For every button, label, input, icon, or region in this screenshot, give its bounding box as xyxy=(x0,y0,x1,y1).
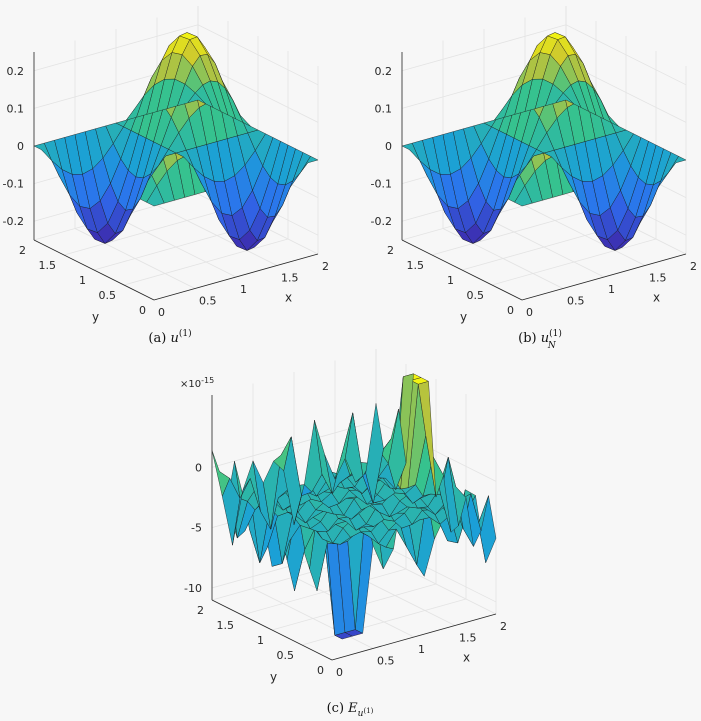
caption: (c) Eu(1) xyxy=(327,701,374,719)
y-axis-label: y xyxy=(270,670,277,684)
chart-panel-1: 0 0.5 1 1.5 2 0 0.5 1 1.5 2 0.2 0.1 0 -0.1 -0.2 x y (b) u… xyxy=(371,6,697,351)
z-tick-label: 0.2 xyxy=(375,65,393,78)
y-tick-label: 0.5 xyxy=(277,649,295,662)
z-tick-label: -0.1 xyxy=(3,178,24,191)
z-tick-label: -0.1 xyxy=(371,178,392,191)
axes-lines xyxy=(211,395,497,661)
y-tick-label: 0 xyxy=(139,304,146,317)
x-tick-label: 0.5 xyxy=(377,655,395,668)
y-tick-label: 0 xyxy=(317,664,324,677)
y-tick-label: 0.5 xyxy=(467,289,485,302)
y-tick-label: 2 xyxy=(387,244,394,257)
x-tick-label: 1 xyxy=(240,283,247,296)
z-exponent-label: ×10-15 xyxy=(180,376,214,390)
x-tick-label: 2 xyxy=(500,620,507,633)
y-tick-label: 1 xyxy=(447,274,454,287)
z-tick-label: -0.2 xyxy=(371,215,392,228)
x-tick-label: 1 xyxy=(418,643,425,656)
z-tick-label: 0 xyxy=(17,140,24,153)
x-tick-label: 2 xyxy=(322,260,329,273)
caption: (b) u(1) N xyxy=(518,328,562,351)
caption: (a) u(1) xyxy=(148,328,191,346)
x-tick-label: 0 xyxy=(526,306,533,319)
tick-labels: 0 0.5 1 1.5 2 0 0.5 1 1.5 2 0.2 0.1 0 -0.1 -0.2 xyxy=(3,65,329,319)
z-tick-label: 0 xyxy=(385,140,392,153)
z-tick-label: -0.2 xyxy=(3,215,24,228)
x-tick-label: 0.5 xyxy=(199,295,217,308)
x-axis-label: x xyxy=(653,291,660,305)
y-tick-label: 0 xyxy=(507,304,514,317)
z-tick-label: 0 xyxy=(195,461,202,474)
x-tick-label: 1.5 xyxy=(649,272,667,285)
y-tick-label: 1 xyxy=(79,274,86,287)
y-axis-label: y xyxy=(460,310,467,324)
z-exponent-value: -15 xyxy=(201,376,214,385)
y-axis-label: y xyxy=(92,310,99,324)
x-axis-label: x xyxy=(463,651,470,665)
chart-panel-0: 0 0.5 1 1.5 2 0 0.5 1 1.5 2 0.2 0.1 0 -0.1 -0.2 x y (a) u… xyxy=(3,6,329,346)
axes-lines xyxy=(401,52,687,301)
chart-panel-2: 0 0.5 1 1.5 2 0 0.5 1 1.5 2 0 -5 -10 ×10-15 x y (c) Eu(1… xyxy=(180,349,507,719)
z-tick-label: -5 xyxy=(191,522,202,535)
tick-labels: 0 0.5 1 1.5 2 0 0.5 1 1.5 2 0.2 0.1 0 -0.1 -0.2 xyxy=(371,65,697,319)
x-tick-label: 2 xyxy=(690,260,697,273)
y-tick-label: 1.5 xyxy=(39,259,57,272)
y-tick-label: 0.5 xyxy=(99,289,117,302)
surface-mesh xyxy=(211,373,497,640)
x-tick-label: 1 xyxy=(608,283,615,296)
y-tick-label: 1.5 xyxy=(217,619,235,632)
z-tick-label: -10 xyxy=(184,582,202,595)
x-tick-label: 0 xyxy=(336,666,343,679)
x-tick-label: 1.5 xyxy=(459,632,477,645)
surface-mesh xyxy=(33,31,319,252)
y-tick-label: 1.5 xyxy=(407,259,425,272)
y-tick-label: 2 xyxy=(197,604,204,617)
tick-labels: 0 0.5 1 1.5 2 0 0.5 1 1.5 2 0 -5 -10 ×10-15 xyxy=(180,376,507,679)
axes-lines xyxy=(33,52,319,301)
z-tick-label: 0.1 xyxy=(375,102,393,115)
x-tick-label: 1.5 xyxy=(281,272,299,285)
y-tick-label: 2 xyxy=(19,244,26,257)
y-tick-label: 1 xyxy=(257,634,264,647)
x-tick-label: 0.5 xyxy=(567,295,585,308)
x-tick-label: 0 xyxy=(158,306,165,319)
z-tick-label: 0.2 xyxy=(7,65,25,78)
z-tick-label: 0.1 xyxy=(7,102,25,115)
surface-mesh xyxy=(401,31,687,252)
x-axis-label: x xyxy=(285,291,292,305)
